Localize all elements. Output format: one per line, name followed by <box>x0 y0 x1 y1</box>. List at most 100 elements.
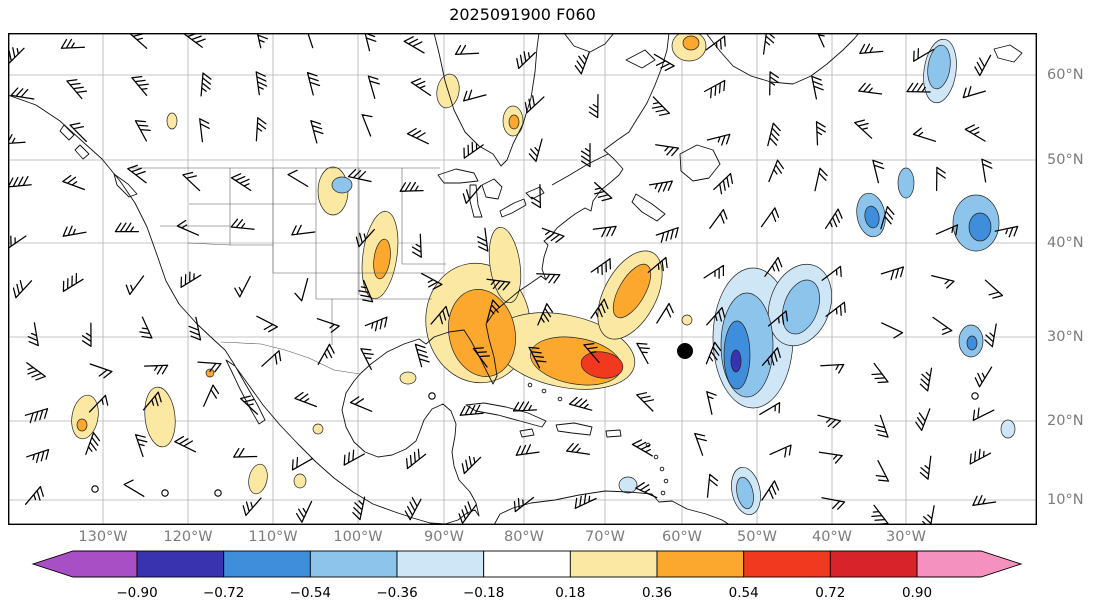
island-outline <box>663 478 669 484</box>
anomaly-region <box>248 463 268 495</box>
coastline <box>499 198 527 218</box>
anomaly-region <box>736 476 754 510</box>
island-outline <box>660 490 666 496</box>
map-plot <box>8 33 1037 525</box>
coastline <box>469 184 483 218</box>
calm-wind-circle <box>91 485 99 493</box>
anomaly-region <box>897 167 915 199</box>
coastline <box>993 44 1023 63</box>
island-outline <box>653 454 659 460</box>
anomaly-region <box>968 212 992 242</box>
coastline <box>433 33 540 167</box>
island-outline <box>557 396 563 402</box>
x-tick-label: 70°W <box>584 529 626 545</box>
y-tick-label: 40°N <box>1047 235 1084 251</box>
coastline <box>625 49 656 69</box>
coastline <box>59 124 75 141</box>
coastline <box>493 490 731 525</box>
wind-barbs <box>8 33 1019 525</box>
colorbar-segment <box>483 550 571 578</box>
colorbar-tick-label: 0.18 <box>555 585 586 601</box>
colorbar-tick-label: −0.90 <box>116 585 158 601</box>
anomaly-region <box>1000 419 1016 439</box>
coastline <box>525 186 545 200</box>
anomaly-region <box>76 418 88 432</box>
calm-wind-circle <box>971 392 979 400</box>
x-tick-label: 40°W <box>811 529 853 545</box>
colorbar-tick-label: 0.72 <box>815 585 846 601</box>
island-outline <box>527 382 533 388</box>
coastline <box>8 94 624 525</box>
y-tick-label: 60°N <box>1047 67 1084 83</box>
x-tick-label: 130°W <box>78 529 128 545</box>
anomaly-region <box>399 371 417 385</box>
colorbar-segment <box>743 550 831 578</box>
coastline <box>603 33 670 170</box>
colorbar-tick-label: −0.72 <box>202 585 245 601</box>
island-outline <box>659 466 665 472</box>
coastline <box>679 144 721 182</box>
coastline <box>519 428 535 438</box>
colorbar-segment <box>223 550 311 578</box>
coastline <box>113 173 138 198</box>
anomaly-region <box>682 35 700 51</box>
anomaly-region <box>293 473 307 489</box>
x-tick-label: 80°W <box>503 529 545 545</box>
anomaly-region <box>144 386 176 448</box>
anomaly-region <box>166 112 178 130</box>
calm-wind-circle <box>214 489 222 497</box>
colorbar-tick-label: 0.54 <box>728 585 759 601</box>
colorbar-segment <box>569 550 658 578</box>
colorbar-segment <box>396 550 485 578</box>
anomaly-region <box>782 279 820 335</box>
colorbar-tick-label: 0.90 <box>901 585 933 601</box>
y-tick-label: 10°N <box>1047 492 1084 508</box>
calm-wind-circle <box>428 392 436 400</box>
coastline <box>555 422 593 436</box>
calm-wind-circle <box>161 489 169 497</box>
x-tick-label: 110°W <box>248 529 298 545</box>
state-borders <box>129 167 446 375</box>
anomaly-region <box>864 205 880 229</box>
colorbar-tick-label: −0.18 <box>462 585 505 601</box>
coastline <box>605 429 622 438</box>
colorbar-segment <box>136 550 225 578</box>
coastline <box>437 168 479 184</box>
anomaly-region <box>312 423 324 435</box>
anomaly-region <box>331 176 353 194</box>
figure-title: 2025091900 F060 <box>449 5 596 24</box>
x-tick-label: 100°W <box>333 529 383 545</box>
coastline <box>74 144 90 160</box>
y-tick-label: 20°N <box>1047 413 1084 429</box>
colorbar-segment <box>656 550 745 578</box>
anomaly-region <box>205 368 215 378</box>
anomaly-region <box>580 351 624 379</box>
island-outline <box>541 388 547 394</box>
anomaly-region <box>71 394 99 440</box>
anomaly-region <box>508 114 520 130</box>
x-tick-label: 30°W <box>885 529 927 545</box>
colorbar-under-arrow <box>31 550 138 578</box>
anomaly-region <box>927 44 951 90</box>
x-tick-label: 90°W <box>423 529 465 545</box>
coastline <box>481 178 503 200</box>
x-tick-label: 60°W <box>661 529 703 545</box>
x-tick-label: 120°W <box>163 529 213 545</box>
anomaly-region <box>681 314 693 326</box>
colorbar-tick-label: 0.36 <box>641 585 673 601</box>
coastline <box>551 153 609 186</box>
anomaly-region <box>612 263 652 319</box>
coastline <box>465 402 547 428</box>
coastline <box>563 33 615 53</box>
anomaly-region <box>373 238 391 280</box>
map-frame <box>8 33 1037 525</box>
anomaly-region <box>618 476 638 494</box>
anomaly-region <box>448 289 516 377</box>
y-tick-label: 30°N <box>1047 329 1084 345</box>
y-tick-label: 50°N <box>1047 152 1084 168</box>
colorbar <box>31 550 1023 578</box>
colorbar-tick-label: −0.36 <box>376 585 418 601</box>
x-tick-label: 50°W <box>736 529 778 545</box>
storm-position-marker <box>677 343 693 359</box>
